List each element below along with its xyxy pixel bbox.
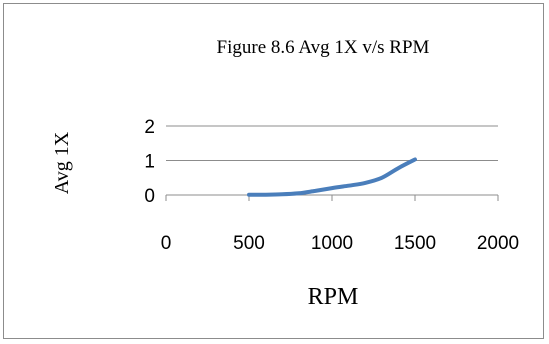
data-point-0-0 (247, 193, 251, 197)
y-tick-label-2: 2 (144, 117, 155, 138)
x-tick-label-3: 1500 (394, 233, 436, 254)
data-point-0-8 (380, 176, 384, 180)
data-point-0-5 (330, 186, 334, 190)
x-tick-label-2: 1000 (311, 233, 353, 254)
data-point-0-10 (413, 157, 417, 161)
data-point-0-7 (363, 181, 367, 185)
chart-frame (3, 3, 544, 339)
data-point-0-3 (297, 191, 301, 195)
data-point-0-6 (347, 184, 351, 188)
data-point-0-1 (264, 193, 268, 197)
data-point-0-4 (313, 189, 317, 193)
chart-title: Figure 8.6 Avg 1X v/s RPM (217, 37, 430, 58)
series-layer (247, 157, 417, 197)
y-tick-label-0: 0 (144, 186, 155, 207)
y-tick-label-1: 1 (144, 152, 155, 173)
series-line-0 (247, 157, 417, 197)
x-axis-label: RPM (308, 284, 359, 310)
grid-lines (166, 125, 498, 161)
x-tick-label-4: 2000 (477, 233, 519, 254)
tick-labels: 0 1 2 0 500 1000 1500 2000 (144, 117, 519, 254)
axes (165, 194, 499, 201)
data-point-0-9 (396, 166, 400, 170)
x-tick-label-1: 500 (233, 233, 265, 254)
x-tick-label-0: 0 (161, 233, 172, 254)
data-point-0-2 (280, 192, 284, 196)
y-axis-label: Avg 1X (51, 131, 73, 194)
